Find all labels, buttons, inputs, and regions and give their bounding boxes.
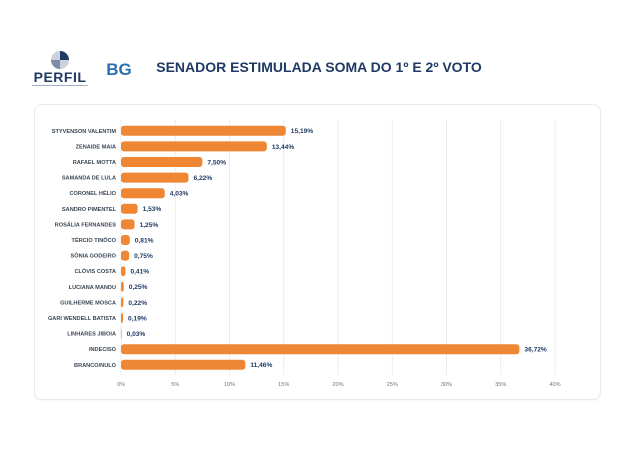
data-label: 1,25% — [140, 222, 159, 229]
category-label: CLÓVIS COSTA — [74, 267, 116, 275]
globe-icon — [51, 51, 69, 69]
category-label: RAFAEL MOTTA — [73, 160, 116, 166]
data-label: 15,19% — [291, 128, 314, 135]
data-label: 0,41% — [130, 269, 149, 276]
chart-title: SENADOR ESTIMULADA SOMA DO 1º E 2º VOTO — [156, 59, 482, 75]
perfil-logo-text: PERFIL — [33, 69, 87, 85]
category-label: INDECISO — [89, 347, 117, 353]
category-label: CORONEL HÉLIO — [69, 189, 116, 197]
category-label: SÔNIA GODEIRO — [71, 252, 117, 260]
x-tick-label: 5% — [171, 382, 179, 388]
bar — [121, 359, 246, 370]
chart-card: 0% 5% 10% 15% 20% 25% 30% 35% 40% STYVENSON VALEN… — [34, 104, 601, 400]
bar — [121, 141, 267, 152]
category-label: TÉRCIO TINÔCO — [72, 236, 117, 244]
x-tick-label: 30% — [441, 382, 452, 388]
bar — [121, 250, 130, 261]
data-label: 13,44% — [272, 144, 295, 151]
data-label: 0,03% — [127, 331, 146, 338]
bar — [121, 219, 135, 230]
category-label: ROSÁLIA FERNANDES — [55, 221, 117, 228]
x-tick-label: 10% — [224, 382, 235, 388]
category-label: GUILHERME MOSCA — [60, 300, 116, 306]
x-tick-label: 15% — [278, 382, 289, 388]
category-label: LUCIANA MANDU — [69, 285, 116, 291]
data-label: 4,03% — [170, 191, 189, 198]
category-label: STYVENSON VALENTIM — [52, 129, 117, 135]
category-label: ZENAIDE MAIA — [76, 144, 116, 150]
bar — [121, 203, 138, 214]
data-label: 0,19% — [128, 315, 147, 322]
perfil-logo: PERFIL — [30, 50, 90, 90]
category-label: BRANCO/NULO — [74, 363, 117, 369]
x-tick-label: 20% — [332, 382, 343, 388]
x-tick-label: 25% — [387, 382, 398, 388]
perfil-logo-underline — [32, 85, 88, 86]
category-label: GARI WENDELL BATISTA — [48, 316, 116, 322]
category-label: SAMANDA DE LULA — [62, 176, 116, 182]
category-label: SANDRO PIMENTEL — [62, 207, 117, 213]
header: PERFIL BG SENADOR ESTIMULADA SOMA DO 1º … — [0, 0, 637, 100]
x-tick-label: 35% — [495, 382, 506, 388]
bar — [121, 266, 126, 277]
data-label: 11,46% — [250, 362, 272, 369]
bar — [121, 157, 203, 167]
x-tick-label: 0% — [117, 382, 125, 388]
bar — [121, 188, 165, 199]
bar — [121, 235, 130, 245]
data-label: 6,22% — [193, 175, 212, 182]
bar — [121, 281, 124, 292]
bar — [121, 297, 124, 308]
data-label: 7,50% — [207, 159, 226, 166]
category-label: LINHARES JIBOIA — [67, 332, 116, 338]
data-label: 0,22% — [128, 300, 147, 307]
bar-chart: 0% 5% 10% 15% 20% 25% 30% 35% 40% STYVENSON VALEN… — [48, 119, 561, 388]
data-label: 0,81% — [135, 237, 154, 244]
bar — [121, 313, 124, 323]
bar — [121, 328, 122, 339]
bar — [121, 344, 520, 355]
bg-logo-text: BG — [106, 60, 132, 79]
bar — [121, 125, 286, 136]
bg-logo: BG — [106, 60, 132, 79]
bar — [121, 172, 189, 183]
data-label: 0,75% — [134, 253, 153, 260]
data-label: 0,25% — [129, 284, 148, 291]
data-label: 36,72% — [524, 347, 547, 354]
data-label: 1,53% — [143, 206, 162, 213]
x-tick-label: 40% — [549, 382, 560, 388]
